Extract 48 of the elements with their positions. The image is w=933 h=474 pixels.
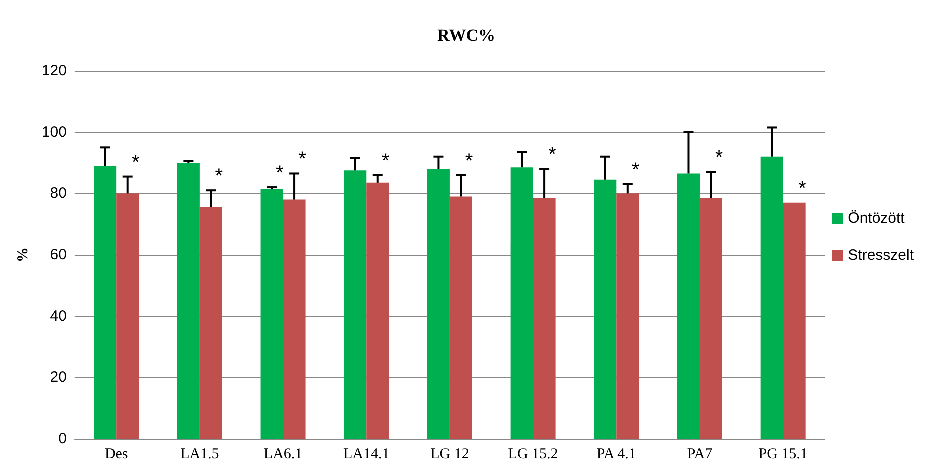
bar (283, 200, 306, 439)
bar (616, 194, 640, 439)
y-tick-label: 80 (50, 185, 67, 202)
y-tick-label: 120 (42, 62, 67, 80)
x-tick-label: LG 12 (430, 446, 470, 462)
data-label: * (382, 150, 390, 172)
data-label: * (715, 147, 724, 170)
x-tick-label: LA6.1 (264, 446, 303, 462)
legend-label: Öntözött (848, 210, 906, 227)
bar (94, 166, 117, 439)
bar (760, 156, 784, 439)
bar (177, 163, 200, 439)
bar (594, 180, 617, 439)
data-label: * (548, 144, 557, 166)
data-label: * (465, 150, 474, 172)
bar (700, 198, 722, 439)
bar (116, 194, 140, 439)
bar (450, 196, 472, 439)
legend-label: Stresszelt (848, 247, 915, 264)
bar (260, 189, 284, 439)
data-label: * (276, 162, 284, 185)
x-tick-label: Des (104, 446, 128, 462)
bar (783, 202, 806, 439)
y-axis-title: % (16, 248, 32, 262)
bar (533, 198, 556, 439)
bar (427, 169, 450, 439)
x-tick-label: PA 4.1 (596, 446, 636, 462)
y-tick-label: 20 (50, 369, 67, 386)
x-tick-label: PA7 (687, 446, 714, 462)
bar (344, 170, 367, 439)
bar (200, 207, 222, 439)
y-tick-label: 60 (50, 246, 67, 264)
data-label: * (632, 159, 640, 182)
y-tick-label: 0 (58, 430, 67, 448)
x-tick-label: LA1.5 (180, 446, 220, 462)
bar (677, 174, 700, 439)
bar (366, 182, 390, 439)
data-label: * (298, 148, 307, 171)
data-label: * (798, 178, 807, 200)
x-tick-label: PG 15.1 (758, 446, 808, 462)
bar (510, 168, 534, 439)
x-tick-label: LG 15.2 (508, 446, 558, 462)
y-tick-label: 40 (50, 308, 67, 325)
y-tick-label: 100 (42, 124, 67, 141)
chart-title: RWC% (438, 26, 496, 45)
data-label: * (215, 166, 224, 188)
x-tick-label: LA14.1 (343, 446, 390, 462)
data-label: * (132, 152, 140, 174)
